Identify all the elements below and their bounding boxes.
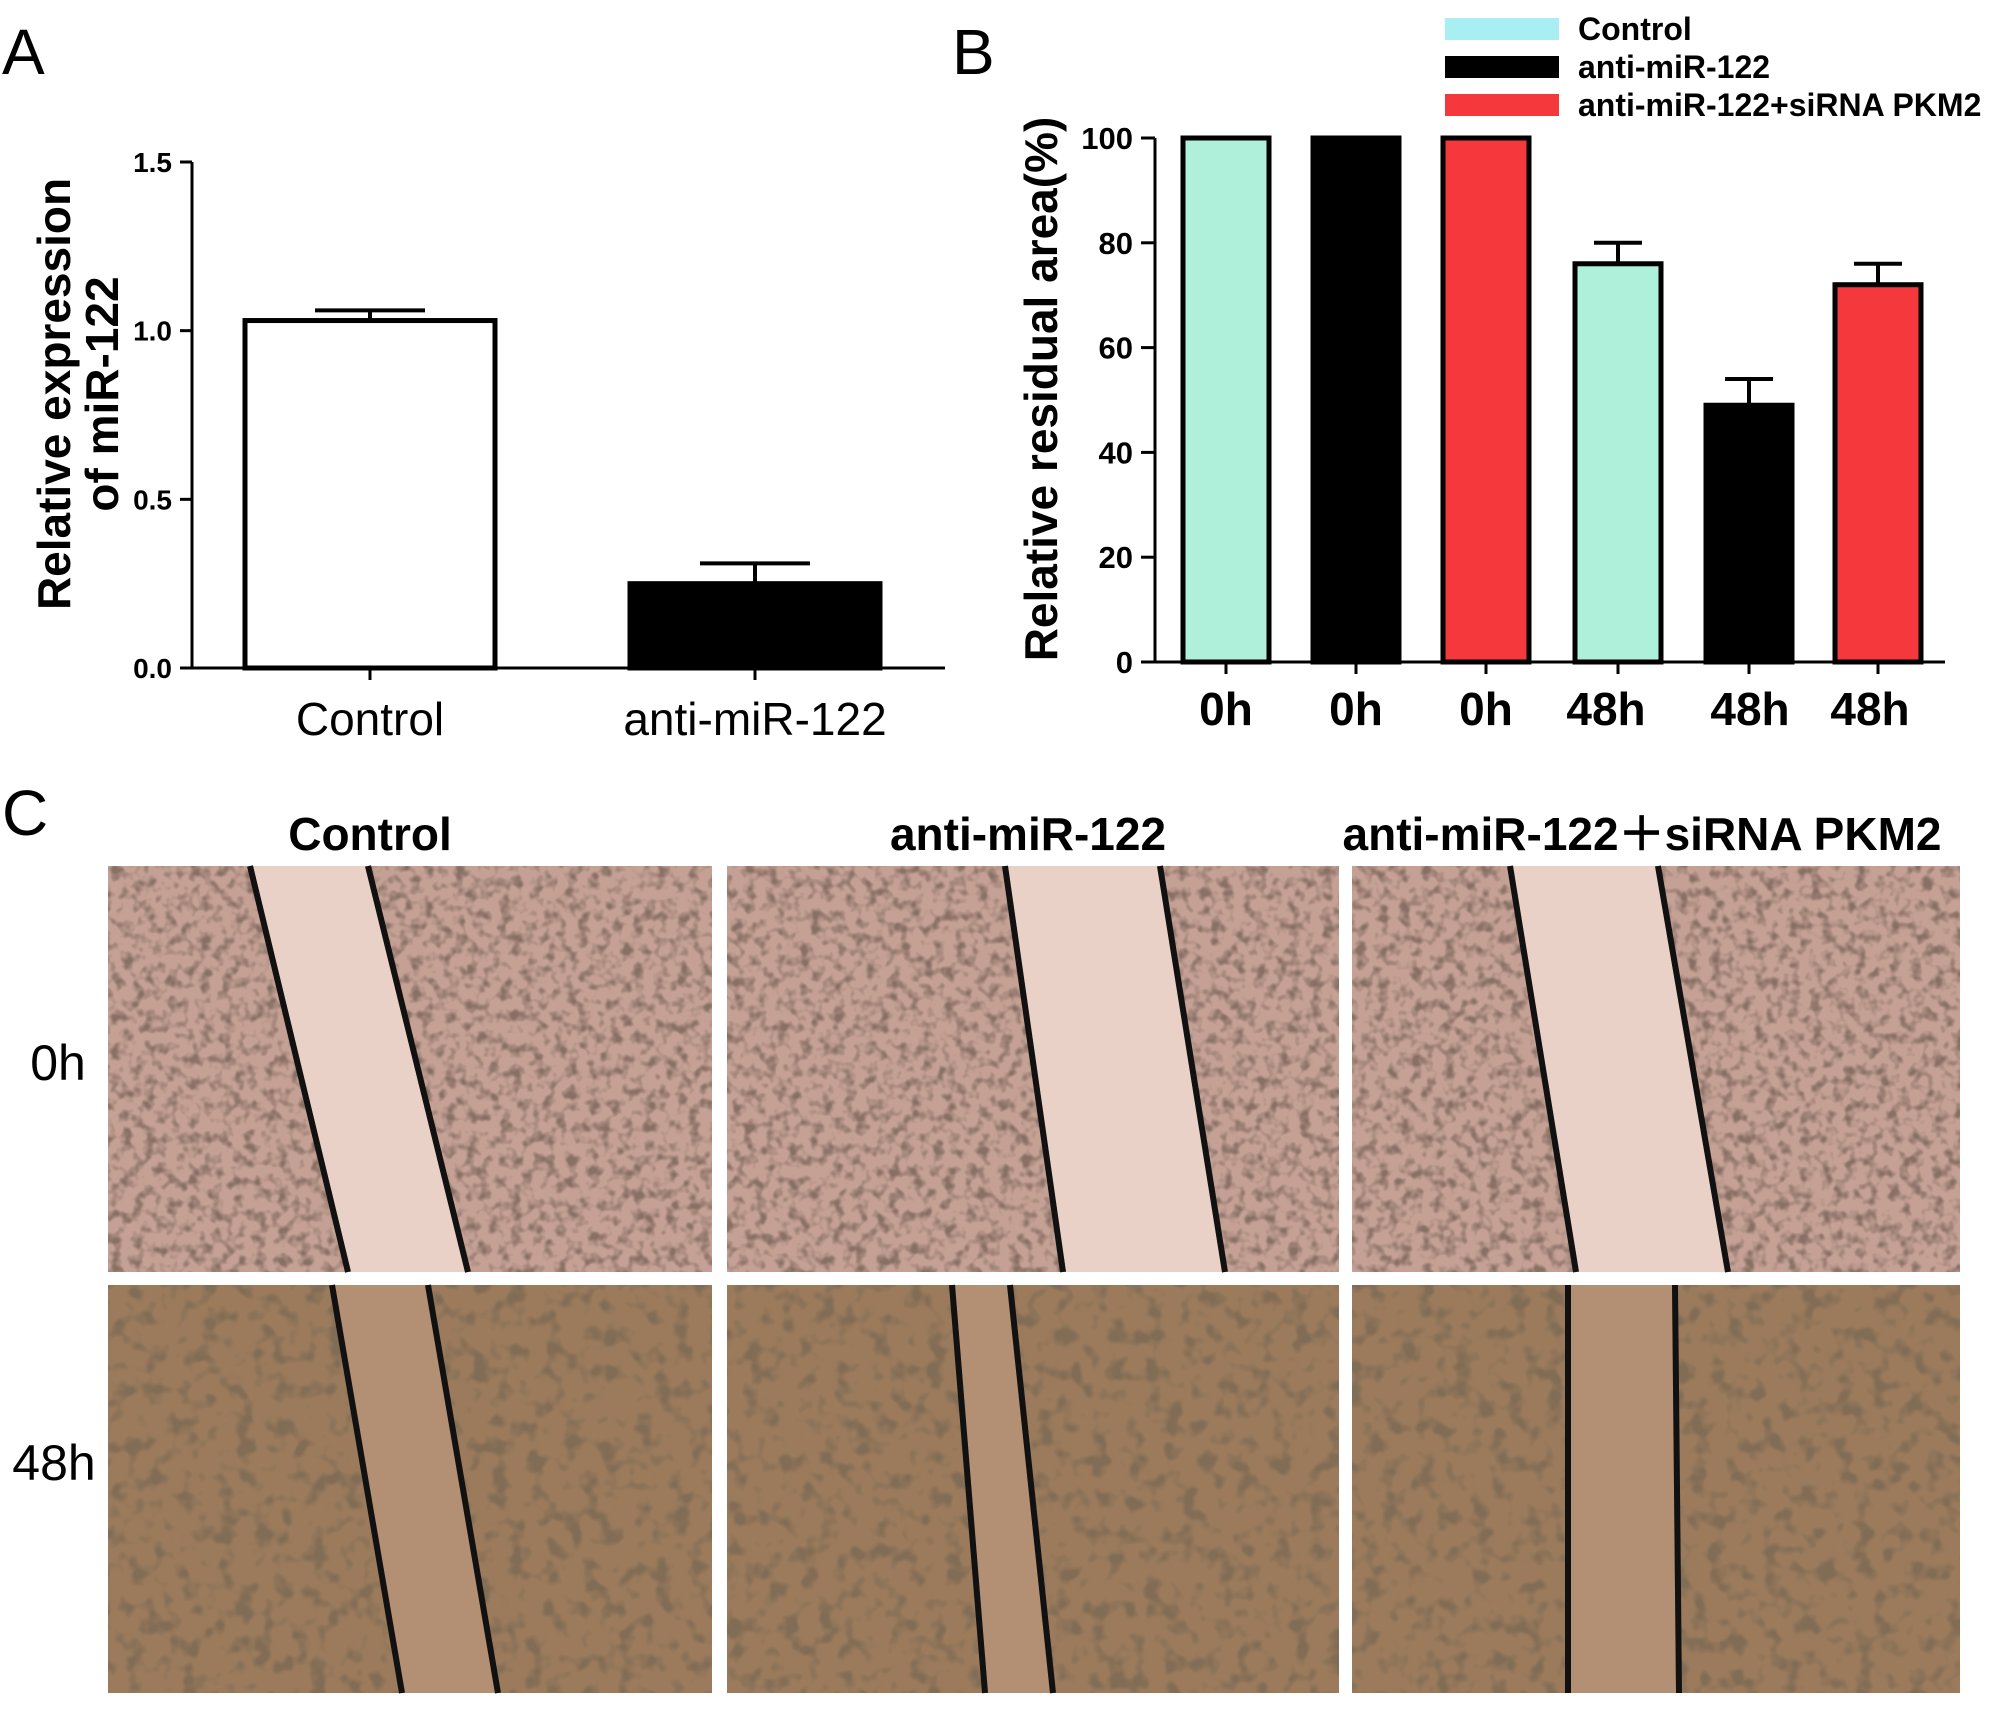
chart-b-bar [1703, 402, 1795, 665]
chart-a-category-label: anti-miR-122 [623, 693, 886, 745]
panel-b-letter: B [952, 16, 995, 88]
panel-a-letter: A [2, 16, 45, 88]
micrograph-scratch-area [335, 1285, 495, 1693]
chart-b-ytick-label: 80 [1099, 226, 1133, 261]
chart-a-category-label: Control [296, 693, 444, 745]
scratch-boundary-line [365, 865, 471, 1273]
panel-c-letter: C [2, 777, 48, 849]
scratch-boundary-line [949, 1284, 988, 1694]
scratch-boundary-line [1507, 865, 1579, 1273]
chart-b-legend-label: Control [1578, 11, 1692, 47]
chart-a-ytick-label: 0.0 [133, 653, 172, 684]
micrograph-scratch-area [1513, 866, 1725, 1272]
chart-b-category-label: 48h [1830, 683, 1909, 735]
chart-b-bar [1440, 135, 1532, 665]
micrograph-scratch-area [253, 866, 465, 1272]
chart-b-category-label: 0h [1459, 683, 1513, 735]
chart-b-ytick-label: 0 [1116, 645, 1133, 680]
chart-b-ylabel: Relative residual area(%) [1015, 117, 1067, 662]
chart-b-category-label: 48h [1566, 683, 1645, 735]
chart-b-ytick-label: 100 [1081, 121, 1133, 156]
micrograph-0h-col1 [108, 865, 712, 1273]
micrograph-48h-col2 [727, 1284, 1339, 1694]
chart-b-ytick-label: 60 [1099, 331, 1133, 366]
scratch-boundary-line [1007, 1284, 1056, 1694]
chart-b-legend-swatch [1445, 18, 1559, 40]
micrograph-col-title-anti-mir-122: anti-miR-122 [890, 808, 1166, 860]
micrograph-scratch-area [1571, 1285, 1676, 1693]
chart-b-legend-label: anti-miR-122 [1578, 49, 1770, 85]
scratch-boundary-line [425, 1284, 501, 1694]
micrograph-0h-col2 [727, 865, 1339, 1273]
chart-a-ylabel-line2: of miR-122 [76, 276, 128, 511]
micrograph-0h-col3 [1352, 865, 1960, 1273]
chart-a: Relative expression of miR-122 0.0 0.5 1.0… [28, 147, 945, 745]
micrograph-col-title-anti-mir-122-sirna-pkm2: anti-miR-122＋siRNA PKM2 [1343, 808, 1942, 860]
micrograph-scratch-area [1008, 866, 1222, 1272]
chart-a-bar [627, 581, 883, 671]
micrograph-48h-col1 [108, 1284, 712, 1694]
scratch-boundary-line [329, 1284, 405, 1694]
chart-b-category-label: 0h [1329, 683, 1383, 735]
micrograph-row-label-48h: 48h [12, 1435, 95, 1491]
chart-b-legend-label: anti-miR-122+siRNA PKM2 [1578, 87, 1981, 123]
chart-b-ytick-label: 40 [1099, 435, 1133, 470]
chart-b-bar [1572, 261, 1664, 665]
chart-b-legend-swatch [1445, 56, 1559, 78]
chart-b-bar [1310, 135, 1402, 665]
chart-b-category-label: 48h [1710, 683, 1789, 735]
scratch-boundary-line [247, 865, 351, 1273]
micrograph-col-title-control: Control [288, 808, 452, 860]
chart-b-legend-swatch [1445, 94, 1559, 116]
chart-a-ylabel-line1: Relative expression [28, 178, 80, 610]
chart-a-bar [242, 318, 498, 671]
scratch-boundary-line [1157, 865, 1228, 1273]
micrograph-row-label-0h: 0h [30, 1035, 86, 1091]
chart-b: Relative residual area(%) 0 20 40 60 80 100 0h… [1015, 11, 1981, 735]
scratch-boundary-line [1672, 1284, 1682, 1694]
scratch-boundary-line [1002, 865, 1066, 1273]
chart-a-ytick-label: 0.5 [133, 484, 172, 515]
chart-b-ytick-label: 20 [1099, 540, 1133, 575]
chart-b-bar [1180, 135, 1272, 665]
chart-a-ytick-label: 1.0 [133, 316, 172, 347]
micrograph-48h-col3 [1352, 1284, 1960, 1694]
chart-b-category-label: 0h [1199, 683, 1253, 735]
micrograph-panel: Control anti-miR-122 anti-miR-122＋siRNA … [12, 808, 1960, 1694]
scratch-boundary-line [1655, 865, 1731, 1273]
micrograph-scratch-area [955, 1285, 1050, 1693]
chart-b-bar [1832, 282, 1924, 665]
chart-a-ytick-label: 1.5 [133, 147, 172, 178]
